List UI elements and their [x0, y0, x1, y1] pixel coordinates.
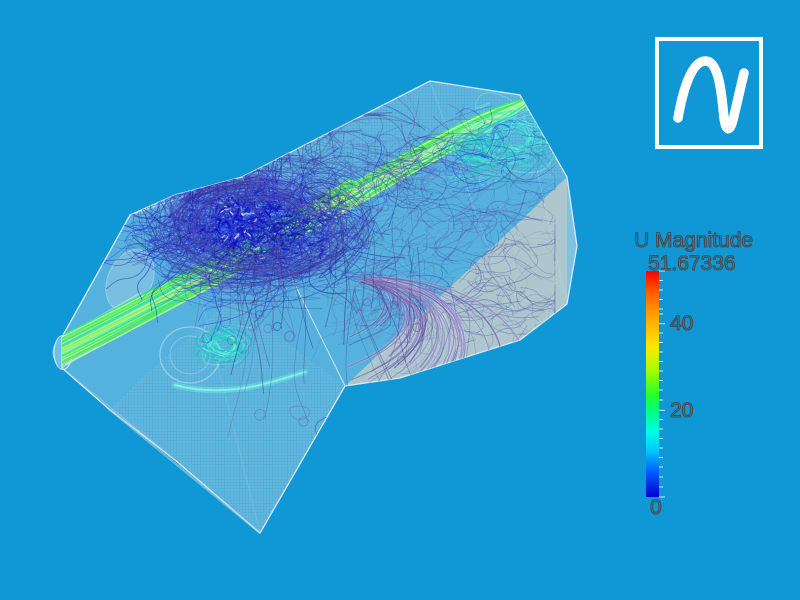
- svg-text:20: 20: [670, 399, 693, 422]
- svg-text:51.67336: 51.67336: [648, 252, 736, 275]
- svg-text:0: 0: [650, 496, 662, 519]
- svg-text:U Magnitude: U Magnitude: [634, 229, 753, 252]
- svg-text:40: 40: [670, 312, 693, 335]
